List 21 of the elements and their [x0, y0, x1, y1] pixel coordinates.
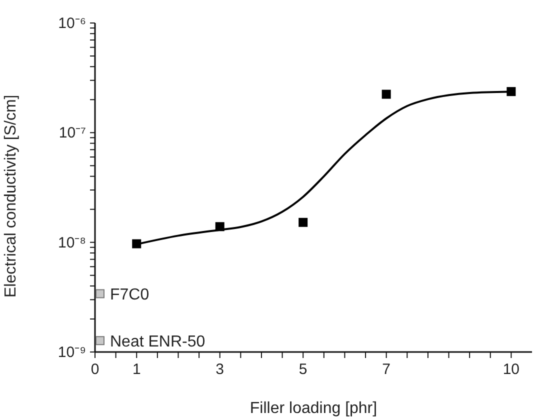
y-tick-label: 10⁻⁷	[58, 124, 86, 142]
series-label: F7C0	[110, 286, 150, 304]
y-tick-label: 10⁻⁸	[58, 234, 86, 252]
x-tick-label: 0	[90, 361, 100, 378]
point	[298, 218, 308, 227]
x-tick-label: 3	[216, 361, 224, 378]
y-axis-title: Electrical conductivity [S/cm]	[2, 94, 20, 298]
x-tick-label: 1	[132, 361, 141, 378]
y-tick-label: 10⁻⁹	[58, 344, 86, 361]
point	[382, 90, 391, 99]
y-tick-label: 10⁻⁶	[58, 15, 86, 32]
series-label: Neat ENR-50	[110, 334, 206, 351]
point	[95, 336, 104, 346]
point	[95, 289, 104, 298]
x-tick-label: 7	[382, 361, 391, 378]
point	[506, 87, 516, 96]
point	[132, 239, 142, 248]
x-tick-label: 10	[502, 361, 520, 378]
x-axis-title: Filler loading [phr]	[250, 400, 378, 417]
point	[215, 222, 224, 232]
x-tick-label: 5	[298, 361, 308, 378]
